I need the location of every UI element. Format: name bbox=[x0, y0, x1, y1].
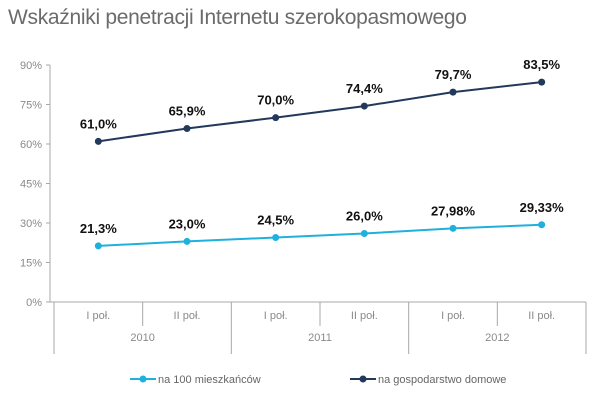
data-label: 74,4% bbox=[346, 81, 383, 96]
y-tick-label: 45% bbox=[20, 179, 42, 191]
y-tick-label: 75% bbox=[20, 100, 42, 112]
data-label: 26,0% bbox=[346, 209, 383, 224]
data-point bbox=[449, 224, 457, 232]
y-tick-label: 60% bbox=[20, 139, 42, 151]
data-label: 83,5% bbox=[523, 57, 560, 72]
data-point bbox=[183, 124, 191, 132]
data-label: 70,0% bbox=[257, 93, 294, 108]
data-point bbox=[94, 242, 102, 250]
x-tick-label: I poł. bbox=[441, 310, 465, 322]
series-line bbox=[98, 223, 542, 247]
data-point bbox=[183, 237, 191, 245]
data-point bbox=[449, 88, 457, 96]
data-label: 29,33% bbox=[520, 200, 565, 215]
data-label: 79,7% bbox=[435, 67, 472, 82]
group-label: 2011 bbox=[308, 332, 332, 344]
data-label: 61,0% bbox=[80, 116, 117, 131]
legend-marker bbox=[139, 375, 147, 383]
legend-marker bbox=[359, 375, 367, 383]
data-point bbox=[360, 102, 368, 110]
x-tick-label: I poł. bbox=[264, 310, 288, 322]
chart-title: Wskaźniki penetracji Internetu szerokopa… bbox=[8, 6, 467, 29]
data-label: 23,0% bbox=[169, 216, 206, 231]
data-label: 24,5% bbox=[257, 212, 294, 227]
data-point bbox=[538, 221, 546, 229]
data-point bbox=[94, 137, 102, 145]
series-line bbox=[98, 81, 542, 143]
group-label: 2010 bbox=[130, 332, 154, 344]
y-tick-label: 90% bbox=[20, 60, 42, 72]
data-point bbox=[272, 233, 280, 241]
x-tick-label: II poł. bbox=[174, 310, 201, 322]
legend-label: na gospodarstwo domowe bbox=[378, 374, 506, 386]
data-point bbox=[538, 78, 546, 86]
y-tick-label: 0% bbox=[26, 297, 42, 309]
data-label: 65,9% bbox=[169, 103, 206, 118]
y-tick-label: 30% bbox=[20, 218, 42, 230]
x-tick-label: II poł. bbox=[351, 310, 378, 322]
data-label: 21,3% bbox=[80, 221, 117, 236]
legend-label: na 100 mieszkańców bbox=[158, 374, 261, 386]
data-point bbox=[360, 230, 368, 238]
x-tick-label: II poł. bbox=[528, 310, 555, 322]
x-tick-label: I poł. bbox=[86, 310, 110, 322]
y-tick-label: 15% bbox=[20, 258, 42, 270]
data-label: 27,98% bbox=[431, 203, 476, 218]
group-label: 2012 bbox=[485, 332, 509, 344]
data-point bbox=[272, 114, 280, 122]
